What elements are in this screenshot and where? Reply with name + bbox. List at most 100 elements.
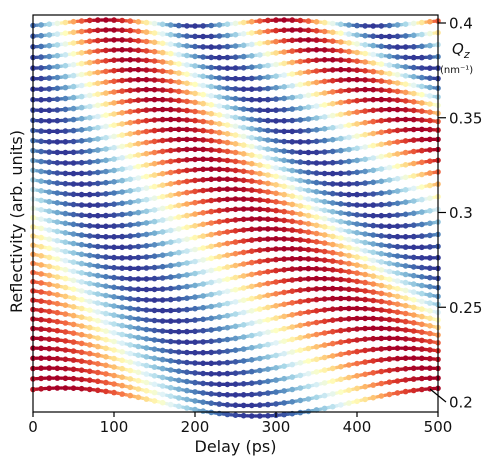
data-point [62,320,69,326]
data-point [200,399,206,406]
data-point [329,159,336,166]
data-point [232,381,239,388]
data-point [362,108,368,114]
data-point [135,97,142,103]
data-point [240,227,247,233]
data-point [192,349,198,356]
data-point [119,99,125,105]
data-point [281,191,287,198]
data-point [184,378,190,385]
data-point [394,116,401,123]
data-point [305,358,312,364]
data-point [297,237,304,243]
data-point [200,146,206,153]
data-point [281,118,287,124]
data-point [143,67,150,73]
data-point [297,334,304,341]
data-point [135,296,142,303]
data-point [305,221,312,227]
data-point [86,114,93,121]
data-point [54,237,61,244]
data-point [111,338,117,345]
data-point [46,290,52,297]
data-point [338,267,344,274]
data-point [54,228,61,235]
data-point [265,137,271,143]
data-point [321,126,328,132]
data-point [313,344,320,350]
data-point [95,69,101,76]
data-point [54,219,61,225]
data-point [329,353,336,359]
data-point [111,254,117,261]
data-point [224,104,231,110]
data-point [143,326,150,333]
data-point [70,250,77,256]
data-point [394,188,401,194]
data-point [354,385,360,392]
data-point [289,184,296,191]
data-point [62,248,69,255]
data-point [338,99,344,106]
data-point [200,100,206,107]
data-point [167,215,174,222]
data-point [289,106,296,112]
data-point [297,255,304,262]
data-point [281,350,287,357]
data-point [224,348,231,355]
data-point [127,276,133,282]
data-point [386,276,393,283]
data-point [370,86,377,93]
data-point [402,336,409,342]
data-point [354,398,360,405]
data-point [281,236,287,242]
data-point [46,272,52,279]
data-point [313,214,320,220]
data-point [338,402,344,408]
data-point [78,127,85,133]
data-point [321,330,328,336]
data-point [427,93,433,99]
data-point [135,325,142,332]
data-point [135,186,142,193]
data-point [176,226,182,232]
data-point [216,176,223,182]
data-point [378,201,385,208]
data-point [378,393,385,399]
data-point [297,105,304,112]
data-point [95,378,101,385]
data-point [354,360,360,367]
data-point [127,342,133,348]
data-point [167,147,174,154]
data-point [362,336,368,343]
data-point [232,149,239,156]
data-point [362,288,368,294]
data-point [338,135,344,142]
data-point [257,306,263,312]
data-point [208,83,214,90]
data-point [378,346,385,352]
data-point [313,319,320,326]
data-point [378,307,385,313]
data-point [70,231,77,237]
data-point [70,321,77,328]
data-point [192,379,198,386]
data-point [200,269,206,275]
data-point [192,406,198,413]
data-point [208,176,214,183]
data-point [289,312,296,318]
data-point [208,315,214,322]
data-point [232,123,239,130]
data-point [265,85,271,92]
data-point [208,360,214,367]
qz-curve [30,86,441,103]
data-point [257,270,263,276]
data-point [232,250,239,257]
data-point [265,117,271,124]
data-point [289,399,296,405]
data-point [192,72,198,79]
data-point [248,86,255,92]
data-point [224,411,231,418]
data-point [273,327,279,334]
data-point [78,279,85,285]
